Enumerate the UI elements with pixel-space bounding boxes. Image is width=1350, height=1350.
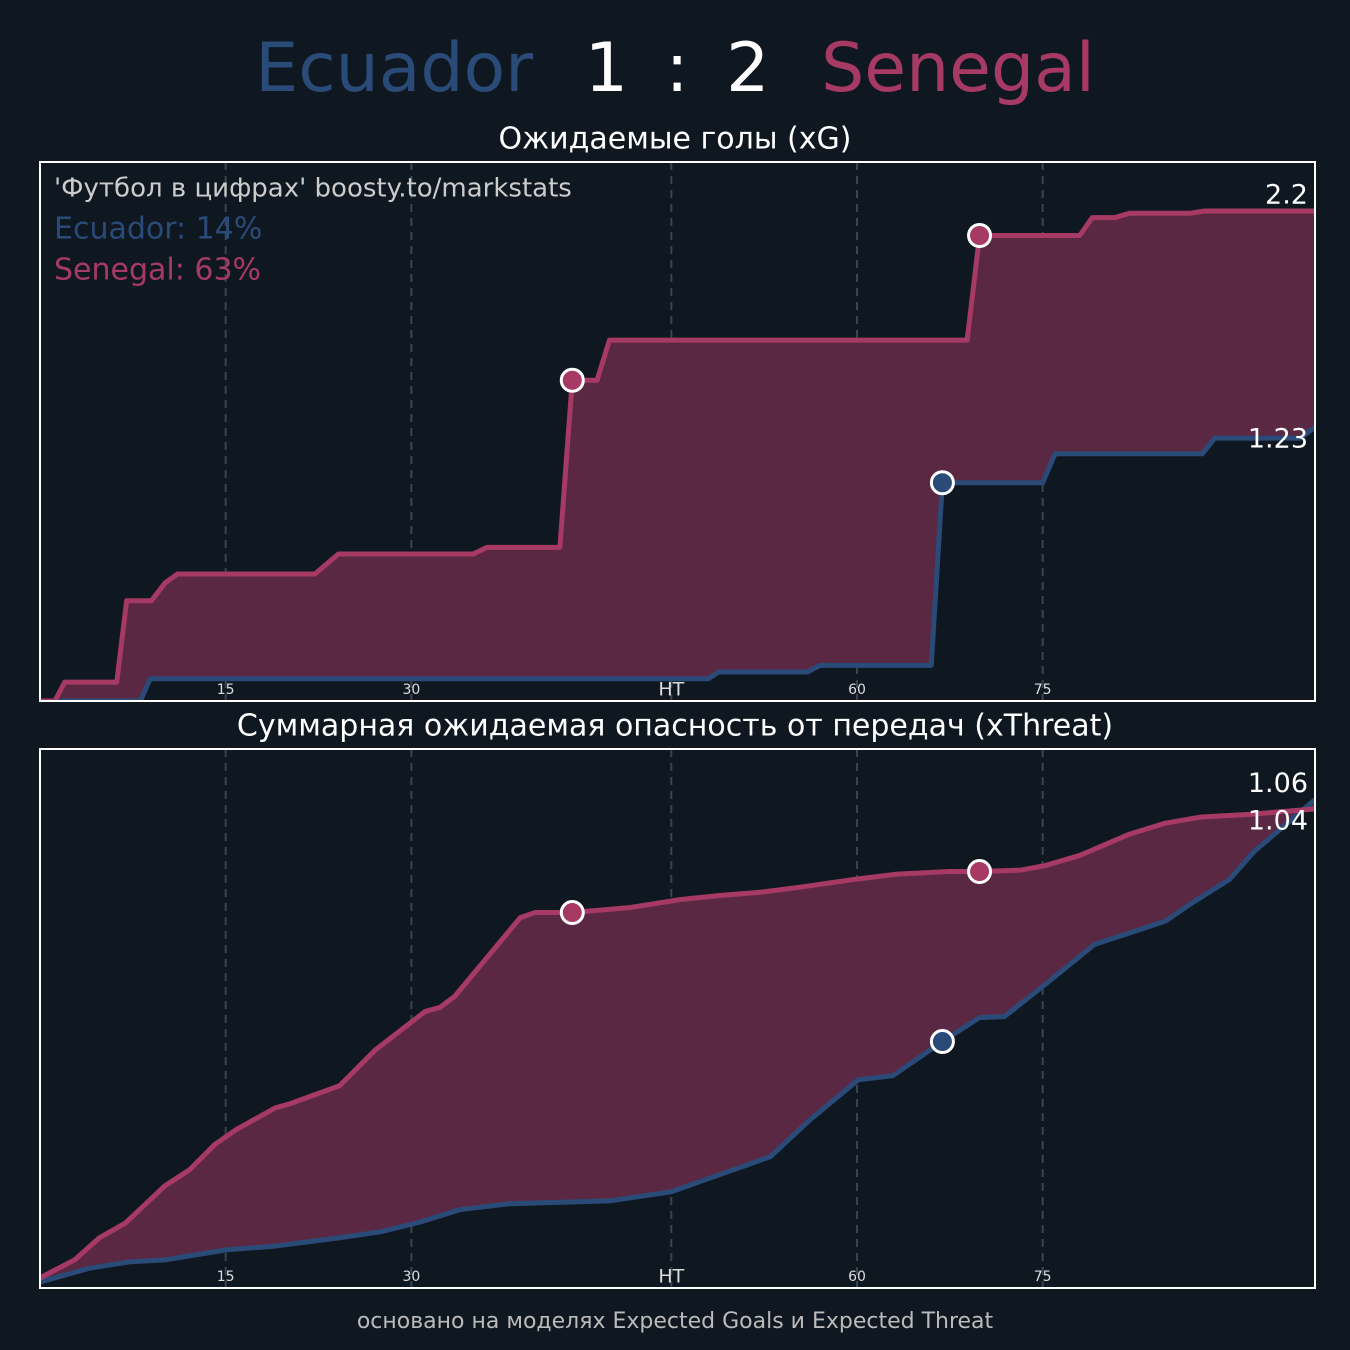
plot-area [40, 797, 1315, 1285]
annotation: Ecuador: 14% [54, 212, 262, 247]
x-tick-label: 15 [217, 1269, 235, 1285]
annotation: Senegal: 63% [54, 253, 261, 288]
goal-marker [559, 367, 585, 393]
x-tick-label: 15 [217, 682, 235, 698]
difference-area [40, 799, 1315, 1283]
x-tick-label: 75 [1034, 682, 1052, 698]
away-team: Senegal [821, 29, 1095, 108]
annotation: 'Футбол в цифрах' boosty.to/markstats [54, 174, 572, 204]
goal-marker [929, 1029, 955, 1055]
x-tick-label: 60 [848, 1269, 866, 1285]
home-goals: 1 [585, 29, 628, 108]
x-tick-label: HT [658, 1266, 684, 1288]
chart-title: Суммарная ожидаемая опасность от передач… [237, 709, 1113, 744]
series-line [40, 797, 1315, 1285]
plot-frame [39, 748, 1316, 1289]
end-value-label: 1.06 [1248, 768, 1308, 799]
goal-marker [967, 223, 993, 248]
end-value-label: 2.2 [1265, 180, 1308, 211]
score-separator: : [666, 29, 689, 108]
x-tick-label: 30 [402, 682, 420, 698]
home-team: Ecuador [255, 29, 533, 108]
x-tick-label: 60 [848, 682, 866, 698]
plot-area [40, 208, 1315, 701]
match-title: Ecuador 1 : 2 Senegal [255, 29, 1094, 108]
series-line [40, 425, 1315, 701]
end-value-label: 1.04 [1248, 805, 1308, 836]
away-goals: 2 [726, 29, 769, 108]
goal-marker [967, 859, 993, 885]
x-tick-label: HT [658, 679, 684, 701]
difference-area [40, 211, 1315, 701]
series-line [40, 208, 1315, 701]
chart-title: Ожидаемые голы (xG) [499, 122, 852, 157]
goal-marker [929, 470, 955, 496]
footer: основано на моделях Expected Goals и Exp… [357, 1309, 994, 1334]
x-tick-label: 75 [1034, 1269, 1052, 1285]
end-value-label: 1.23 [1248, 424, 1308, 455]
x-tick-label: 30 [402, 1269, 420, 1285]
goal-marker [559, 900, 585, 926]
plot-frame [39, 161, 1316, 702]
